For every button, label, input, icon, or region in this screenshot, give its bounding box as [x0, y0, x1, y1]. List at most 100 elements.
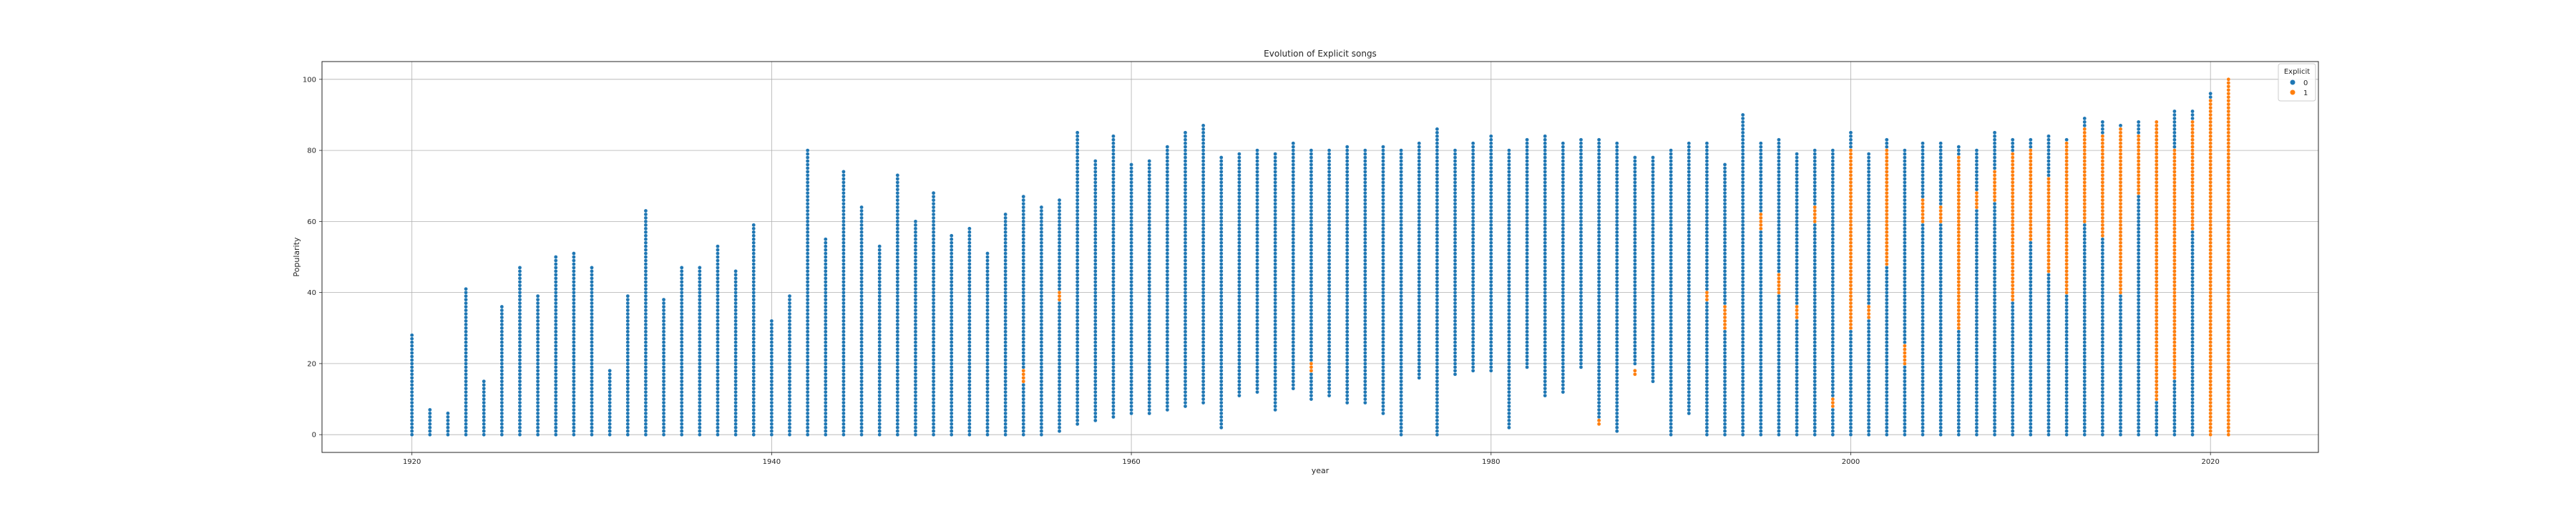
data-point-0 — [1363, 390, 1367, 394]
data-point-0 — [1400, 351, 1403, 354]
data-point-0 — [1400, 337, 1403, 341]
data-point-0 — [1471, 177, 1475, 180]
data-point-0 — [1813, 155, 1817, 159]
data-point-0 — [878, 294, 882, 298]
data-point-0 — [1723, 234, 1727, 238]
data-point-0 — [950, 323, 953, 326]
data-point-0 — [1507, 298, 1511, 301]
data-point-0 — [1075, 422, 1079, 426]
data-point-0 — [1579, 251, 1583, 255]
data-point-0 — [1237, 255, 1241, 258]
data-point-0 — [608, 412, 612, 415]
data-point-0 — [752, 387, 756, 390]
data-point-0 — [1004, 231, 1008, 234]
data-point-0 — [1741, 347, 1745, 351]
data-point-0 — [1093, 159, 1097, 163]
data-point-0 — [1723, 258, 1727, 262]
data-point-0 — [1075, 142, 1079, 145]
data-point-0 — [644, 294, 648, 298]
data-point-0 — [1633, 205, 1636, 209]
data-point-0 — [1813, 283, 1817, 287]
data-point-0 — [1381, 376, 1385, 379]
data-point-0 — [536, 433, 540, 437]
data-point-0 — [1489, 135, 1493, 138]
data-point-0 — [824, 412, 827, 415]
data-point-0 — [662, 301, 665, 305]
data-point-0 — [518, 305, 522, 309]
data-point-0 — [1022, 354, 1025, 358]
data-point-0 — [1309, 390, 1313, 394]
data-point-0 — [1201, 163, 1205, 166]
data-point-0 — [590, 422, 593, 426]
data-point-0 — [1166, 358, 1169, 362]
data-point-0 — [626, 369, 630, 372]
data-point-0 — [1633, 155, 1636, 159]
data-point-0 — [1489, 148, 1493, 152]
data-point-0 — [752, 301, 756, 305]
data-point-0 — [1255, 369, 1259, 372]
data-point-0 — [1777, 223, 1780, 227]
data-point-0 — [1093, 294, 1097, 298]
data-point-0 — [1453, 227, 1457, 231]
data-point-0 — [1471, 283, 1475, 287]
data-point-0 — [1255, 291, 1259, 294]
data-point-0 — [1705, 301, 1709, 305]
data-point-0 — [752, 298, 756, 301]
data-point-0 — [1489, 269, 1493, 273]
data-point-0 — [878, 358, 882, 362]
data-point-0 — [734, 280, 738, 283]
data-point-0 — [1093, 258, 1097, 262]
data-point-0 — [1129, 273, 1133, 276]
data-point-0 — [1093, 280, 1097, 283]
data-point-0 — [1111, 330, 1115, 334]
data-point-0 — [950, 326, 953, 330]
data-point-0 — [572, 419, 575, 422]
data-point-0 — [788, 326, 791, 330]
data-point-0 — [1274, 273, 1277, 276]
data-point-0 — [1400, 362, 1403, 365]
data-point-0 — [1058, 326, 1061, 330]
data-point-0 — [1111, 294, 1115, 298]
data-point-0 — [1274, 309, 1277, 312]
data-point-0 — [1309, 170, 1313, 173]
data-point-0 — [1633, 191, 1636, 195]
data-point-0 — [1309, 334, 1313, 337]
data-point-0 — [1561, 365, 1565, 369]
data-point-0 — [1561, 205, 1565, 209]
data-point-0 — [1633, 283, 1636, 287]
data-point-0 — [896, 245, 899, 248]
data-point-0 — [1148, 258, 1151, 262]
data-point-0 — [1345, 376, 1349, 379]
data-point-0 — [662, 309, 665, 312]
data-point-0 — [1004, 351, 1008, 354]
data-point-0 — [1022, 305, 1025, 309]
data-point-0 — [932, 319, 935, 323]
data-point-0 — [1543, 209, 1547, 213]
data-point-0 — [1075, 330, 1079, 334]
data-point-0 — [1148, 330, 1151, 334]
data-point-0 — [590, 344, 593, 347]
data-point-0 — [1292, 262, 1295, 266]
data-point-0 — [1400, 323, 1403, 326]
data-point-0 — [752, 415, 756, 419]
data-point-0 — [1400, 372, 1403, 376]
data-point-0 — [1525, 148, 1528, 152]
data-point-0 — [1525, 163, 1528, 166]
data-point-0 — [1723, 298, 1727, 301]
data-point-0 — [1255, 152, 1259, 155]
data-point-0 — [1741, 258, 1745, 262]
data-point-0 — [1129, 394, 1133, 397]
data-point-0 — [1022, 330, 1025, 334]
data-point-0 — [985, 390, 989, 394]
data-point-0 — [410, 404, 414, 408]
data-point-0 — [518, 351, 522, 354]
data-point-0 — [1201, 152, 1205, 155]
data-point-0 — [1561, 251, 1565, 255]
data-point-0 — [464, 412, 467, 415]
data-point-0 — [1274, 291, 1277, 294]
data-point-0 — [1561, 227, 1565, 231]
data-point-0 — [1687, 198, 1691, 202]
data-point-0 — [1184, 266, 1187, 269]
data-point-0 — [1687, 334, 1691, 337]
data-point-0 — [1111, 180, 1115, 184]
